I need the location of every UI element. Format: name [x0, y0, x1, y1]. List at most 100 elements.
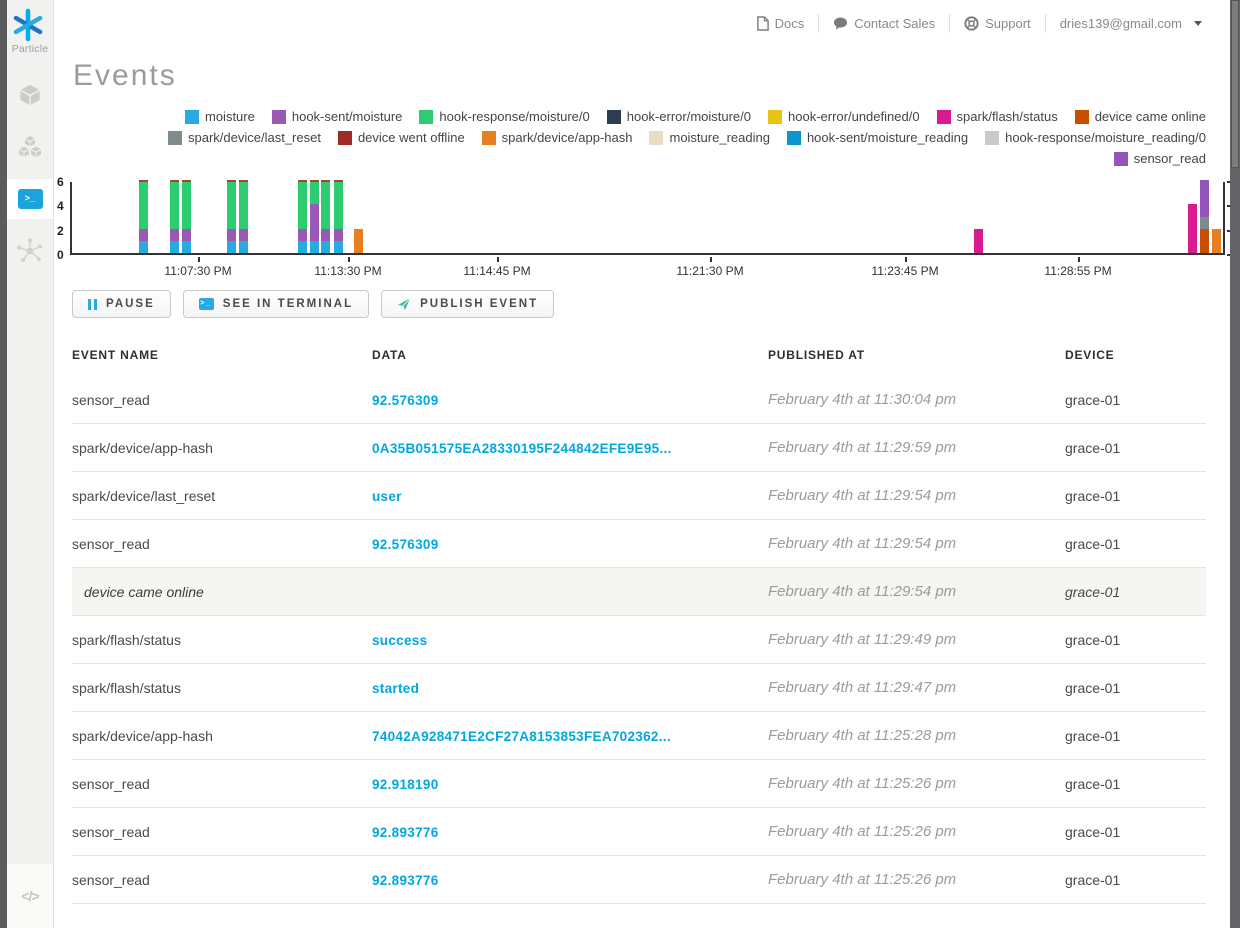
cell-device: grace-01	[1065, 391, 1121, 408]
sidebar-item-devices[interactable]	[7, 69, 53, 121]
event-data-link[interactable]: 92.918190	[372, 776, 439, 792]
chart-bar[interactable]	[239, 180, 248, 253]
cell-published-at: February 4th at 11:30:04 pm	[768, 391, 957, 408]
sidebar-item-products[interactable]	[7, 121, 53, 173]
legend-label: device went offline	[357, 130, 465, 145]
cell-published-at: February 4th at 11:25:26 pm	[768, 775, 957, 792]
table-row[interactable]: spark/device/app-hash 74042A928471E2CF27A…	[72, 712, 1206, 760]
particle-logo-icon	[12, 8, 49, 42]
chart-bar[interactable]	[354, 182, 363, 253]
event-data-link[interactable]: started	[372, 680, 420, 696]
event-data-link[interactable]: 92.576309	[372, 392, 439, 408]
chart-bar-segment	[321, 180, 330, 229]
table-row[interactable]: device came online February 4th at 11:29:…	[72, 568, 1206, 616]
chart-bar-segment	[334, 180, 343, 229]
legend-label: hook-response/moisture_reading/0	[1005, 130, 1206, 145]
cell-published-at: February 4th at 11:29:49 pm	[768, 631, 957, 648]
cell-published-at: February 4th at 11:25:26 pm	[768, 871, 957, 888]
vertical-scrollbar[interactable]	[1230, 0, 1240, 928]
cell-event-name: device came online	[84, 583, 204, 600]
legend-item: hook-sent/moisture_reading	[786, 130, 968, 145]
cell-data: 92.918190	[372, 776, 768, 792]
table-row[interactable]: sensor_read 92.893776 February 4th at 11:2…	[72, 856, 1206, 904]
event-data-link[interactable]: 92.893776	[372, 824, 439, 840]
contact-sales-link[interactable]: Contact Sales	[818, 14, 949, 33]
sidebar-item-integrations[interactable]	[7, 225, 53, 277]
chart-bar[interactable]	[182, 180, 191, 253]
legend-label: sensor_read	[1133, 151, 1206, 166]
table-row[interactable]: sensor_read 92.918190 February 4th at 11:2…	[72, 760, 1206, 808]
chart-bar[interactable]	[310, 180, 319, 253]
chart-bar[interactable]	[1188, 182, 1197, 253]
legend-label: spark/flash/status	[956, 109, 1058, 124]
chart-bar-segment	[974, 228, 983, 253]
cell-event-name: sensor_read	[72, 823, 150, 840]
chart-bar-segment	[298, 240, 307, 253]
account-menu[interactable]: dries139@gmail.com	[1044, 14, 1216, 33]
chart-bar-cap	[321, 180, 330, 182]
table-row[interactable]: spark/flash/status started February 4th at…	[72, 664, 1206, 712]
see-in-terminal-button[interactable]: >_ SEE IN TERMINAL	[182, 290, 370, 318]
chart-bar-segment	[1200, 228, 1209, 253]
chart-bar[interactable]	[321, 180, 330, 253]
event-data-link[interactable]: 92.576309	[372, 536, 439, 552]
chart-bar-cap	[310, 180, 319, 182]
chart-bar[interactable]	[170, 180, 179, 253]
see-in-terminal-label: SEE IN TERMINAL	[222, 298, 354, 310]
table-row[interactable]: sensor_read 92.893776 February 4th at 11:2…	[72, 808, 1206, 856]
cell-published-at: February 4th at 11:25:26 pm	[768, 823, 957, 840]
main-content: Docs Contact Sales	[54, 0, 1240, 928]
sidebar-item-console[interactable]: >_	[7, 179, 53, 219]
cell-device: grace-01	[1065, 871, 1121, 888]
chart-bar[interactable]	[334, 180, 343, 253]
chart-bar[interactable]	[1212, 182, 1221, 253]
chart-bar[interactable]	[298, 180, 307, 253]
legend-label: spark/device/last_reset	[188, 130, 321, 145]
event-data-link[interactable]: 92.893776	[372, 872, 439, 888]
event-data-link[interactable]: 0A35B051575EA28330195F244842EFE9E95...	[372, 440, 672, 456]
chart-bar[interactable]	[139, 180, 148, 253]
support-link[interactable]: Support	[949, 14, 1045, 33]
header-data: DATA	[372, 348, 407, 362]
chart-bar[interactable]	[1200, 180, 1209, 253]
chevron-down-icon	[1194, 21, 1202, 26]
event-data-link[interactable]: success	[372, 632, 428, 648]
pause-button[interactable]: PAUSE	[72, 290, 171, 318]
x-axis-tick	[1078, 257, 1080, 262]
table-row[interactable]: spark/device/last_reset user February 4th …	[72, 472, 1206, 520]
cell-event-name: sensor_read	[72, 775, 150, 792]
cell-published-at: February 4th at 11:29:54 pm	[768, 583, 957, 600]
pause-label: PAUSE	[106, 298, 155, 310]
paper-plane-icon	[397, 297, 411, 311]
legend-item: spark/device/app-hash	[481, 130, 632, 145]
table-row[interactable]: spark/flash/status success February 4th at…	[72, 616, 1206, 664]
cell-published-at: February 4th at 11:29:59 pm	[768, 439, 957, 456]
x-axis-tick-label: 11:13:30 PM	[314, 264, 382, 278]
chart-bar-segment	[139, 228, 148, 241]
cell-data: 92.893776	[372, 824, 768, 840]
chart-bar-cap	[298, 180, 307, 182]
chart-bar-segment	[310, 240, 319, 253]
particle-logo[interactable]: Particle	[12, 0, 49, 55]
event-data-link[interactable]: user	[372, 488, 402, 504]
cell-event-name: spark/device/app-hash	[72, 439, 213, 456]
legend-item: hook-sent/moisture	[271, 109, 403, 124]
legend-swatch	[768, 109, 783, 124]
docs-link[interactable]: Docs	[742, 14, 819, 33]
chart-bar-segment	[227, 180, 236, 229]
sidebar: Particle >_	[7, 0, 54, 928]
table-row[interactable]: sensor_read 92.576309 February 4th at 11:2…	[72, 520, 1206, 568]
legend-label: device came online	[1094, 109, 1206, 124]
events-table: EVENT NAME DATA PUBLISHED AT DEVICE sens…	[72, 342, 1206, 904]
event-data-link[interactable]: 74042A928471E2CF27A8153853FEA702362...	[372, 728, 671, 744]
chart-bar[interactable]	[227, 180, 236, 253]
chart-bar-segment	[310, 204, 319, 241]
chart-bar[interactable]	[974, 182, 983, 253]
legend-label: hook-sent/moisture	[291, 109, 403, 124]
table-row[interactable]: sensor_read 92.576309 February 4th at 11:3…	[72, 376, 1206, 424]
scrollbar-thumb[interactable]	[1231, 0, 1239, 168]
sidebar-item-developer-tools[interactable]: </>	[7, 864, 53, 928]
table-row[interactable]: spark/device/app-hash 0A35B051575EA283301…	[72, 424, 1206, 472]
life-ring-icon	[964, 16, 979, 31]
publish-event-button[interactable]: PUBLISH EVENT	[381, 290, 555, 318]
